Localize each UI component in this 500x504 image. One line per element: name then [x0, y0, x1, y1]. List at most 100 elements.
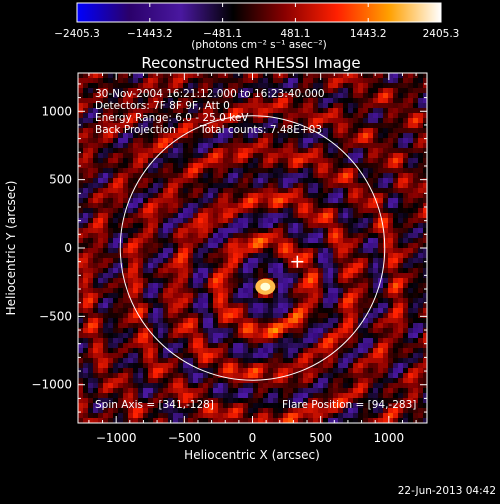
heatmap-cell	[248, 153, 253, 158]
heatmap-cell	[408, 263, 413, 268]
heatmap-cell	[143, 143, 148, 148]
heatmap-cell	[93, 268, 98, 273]
heatmap-cell	[368, 88, 373, 93]
heatmap-cell	[258, 208, 263, 213]
heatmap-cell	[388, 233, 393, 238]
heatmap-cell	[243, 208, 248, 213]
heatmap-cell	[258, 268, 263, 273]
heatmap-cell	[238, 368, 243, 373]
heatmap-cell	[118, 413, 123, 418]
heatmap-cell	[268, 228, 273, 233]
heatmap-cell	[298, 273, 303, 278]
heatmap-cell	[198, 213, 203, 218]
heatmap-cell	[288, 333, 293, 338]
heatmap-cell	[98, 268, 103, 273]
heatmap-cell	[288, 233, 293, 238]
heatmap-cell	[263, 398, 268, 403]
heatmap-cell	[223, 388, 228, 393]
heatmap-cell	[88, 328, 93, 333]
heatmap-cell	[78, 208, 83, 213]
heatmap-cell	[228, 363, 233, 368]
heatmap-cell	[333, 268, 338, 273]
heatmap-cell	[163, 333, 168, 338]
heatmap-cell	[208, 258, 213, 263]
heatmap-cell	[328, 98, 333, 103]
heatmap-cell	[408, 188, 413, 193]
heatmap-cell	[163, 178, 168, 183]
heatmap-cell	[283, 288, 288, 293]
heatmap-cell	[383, 358, 388, 363]
heatmap-cell	[83, 238, 88, 243]
heatmap-cell	[368, 333, 373, 338]
heatmap-cell	[108, 258, 113, 263]
heatmap-cell	[113, 413, 118, 418]
heatmap-cell	[373, 163, 378, 168]
heatmap-cell	[228, 283, 233, 288]
heatmap-cell	[393, 333, 398, 338]
heatmap-cell	[168, 388, 173, 393]
heatmap-cell	[83, 83, 88, 88]
heatmap-cell	[318, 323, 323, 328]
heatmap-cell	[338, 173, 343, 178]
heatmap-cell	[203, 288, 208, 293]
heatmap-cell	[158, 378, 163, 383]
chart-title: Reconstructed RHESSI Image	[141, 54, 360, 72]
heatmap-cell	[183, 153, 188, 158]
heatmap-cell	[188, 198, 193, 203]
heatmap-cell	[413, 233, 418, 238]
heatmap-cell	[253, 273, 258, 278]
heatmap-cell	[183, 338, 188, 343]
heatmap-cell	[323, 148, 328, 153]
heatmap-cell	[303, 178, 308, 183]
heatmap-cell	[163, 208, 168, 213]
heatmap-cell	[163, 323, 168, 328]
heatmap-cell	[178, 208, 183, 213]
heatmap-cell	[153, 168, 158, 173]
heatmap-cell	[233, 293, 238, 298]
heatmap-cell	[123, 343, 128, 348]
heatmap-cell	[398, 138, 403, 143]
heatmap-cell	[383, 183, 388, 188]
heatmap-cell	[88, 398, 93, 403]
heatmap-cell	[273, 73, 278, 78]
heatmap-cell	[413, 298, 418, 303]
heatmap-cell	[93, 228, 98, 233]
heatmap-cell	[128, 253, 133, 258]
heatmap-cell	[88, 143, 93, 148]
heatmap-cell	[143, 158, 148, 163]
heatmap-cell	[208, 333, 213, 338]
heatmap-cell	[388, 303, 393, 308]
heatmap-cell	[368, 238, 373, 243]
heatmap-cell	[198, 298, 203, 303]
heatmap-cell	[308, 243, 313, 248]
heatmap-cell	[168, 268, 173, 273]
heatmap-cell	[333, 378, 338, 383]
heatmap-cell	[283, 143, 288, 148]
heatmap-cell	[333, 163, 338, 168]
heatmap-cell	[158, 193, 163, 198]
heatmap-cell	[268, 298, 273, 303]
heatmap-cell	[228, 328, 233, 333]
x-tick-label: 1000	[374, 431, 405, 445]
heatmap-cell	[388, 128, 393, 133]
heatmap-cell	[123, 313, 128, 318]
heatmap-cell	[173, 248, 178, 253]
heatmap-cell	[223, 203, 228, 208]
heatmap-cell	[348, 213, 353, 218]
heatmap-cell	[238, 138, 243, 143]
heatmap-cell	[248, 323, 253, 328]
heatmap-cell	[273, 193, 278, 198]
heatmap-cell	[408, 278, 413, 283]
heatmap-cell	[323, 253, 328, 258]
heatmap-cell	[268, 363, 273, 368]
heatmap-cell	[248, 158, 253, 163]
heatmap-cell	[413, 178, 418, 183]
heatmap-cell	[218, 358, 223, 363]
heatmap-cell	[143, 413, 148, 418]
heatmap-cell	[413, 258, 418, 263]
heatmap-cell	[148, 338, 153, 343]
heatmap-cell	[108, 368, 113, 373]
heatmap-cell	[338, 168, 343, 173]
heatmap-cell	[173, 313, 178, 318]
colorbar-tick-label: 1443.2	[350, 28, 387, 40]
